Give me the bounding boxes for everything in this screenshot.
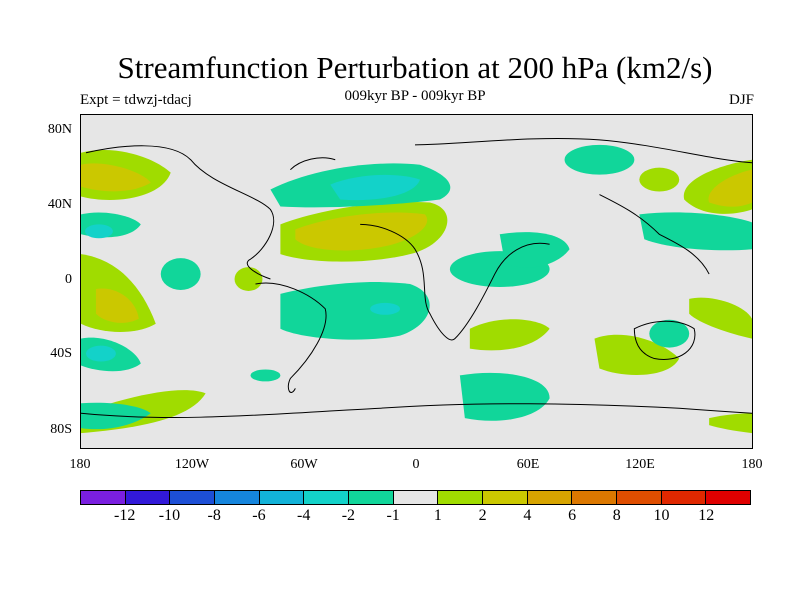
x-tick-180w: 180 [69,457,91,472]
map-title: Streamfunction Perturbation at 200 hPa (… [117,50,713,85]
colorbar-label: 8 [612,507,621,524]
x-tick-60e: 60E [516,457,540,472]
colorbar-label: 10 [653,507,670,524]
colorbar-label: -1 [386,507,400,524]
colorbar-label: -2 [341,507,356,524]
streamfunction-map [80,114,753,449]
y-tick-40n: 40N [47,197,72,212]
colorbar-swatch [215,491,260,504]
colorbar-swatch [170,491,216,504]
colorbar-label: 1 [433,507,442,524]
colorbar-swatch [706,491,751,504]
colorbar-label: 12 [698,507,715,524]
colorbar-swatch [438,491,484,504]
field-contours [81,144,752,434]
x-tick-120w: 120W [174,457,210,472]
y-tick-0: 0 [65,272,72,287]
map-subtitle: 009kyr BP - 009kyr BP [344,88,486,104]
season-label: DJF [728,92,754,108]
x-tick-60w: 60W [290,457,318,472]
x-tick-0: 0 [412,457,420,472]
colorbar-label: -8 [207,507,221,524]
colorbar-label: -4 [296,507,311,524]
colorbar-swatch [125,491,171,504]
y-tick-40s: 40S [50,346,72,361]
colorbar-label: 2 [478,507,487,524]
colorbar-label: 6 [568,507,577,524]
colorbar-swatch [259,491,305,504]
continent-outlines [81,137,752,418]
colorbar-label: -6 [252,507,266,524]
colorbar-swatch [304,491,350,504]
colorbar-swatch [483,491,528,504]
colorbar-label: -10 [158,507,181,524]
colorbar-swatch [572,491,618,504]
colorbar-swatch [661,491,707,504]
experiment-label: Expt = tdwzj-tdacj [80,92,192,108]
colorbar-swatch [81,491,126,504]
colorbar-swatch [349,491,394,504]
colorbar-swatch [393,491,439,504]
x-tick-180e: 180 [741,457,763,472]
colorbar-label: 4 [523,507,532,524]
colorbar-swatch [527,491,573,504]
y-tick-80n: 80N [47,122,72,137]
colorbar-label: -12 [114,507,136,524]
y-tick-80s: 80S [50,422,72,437]
x-tick-120e: 120E [625,457,655,472]
colorbar-swatch [617,491,662,504]
colorbar [80,490,751,505]
